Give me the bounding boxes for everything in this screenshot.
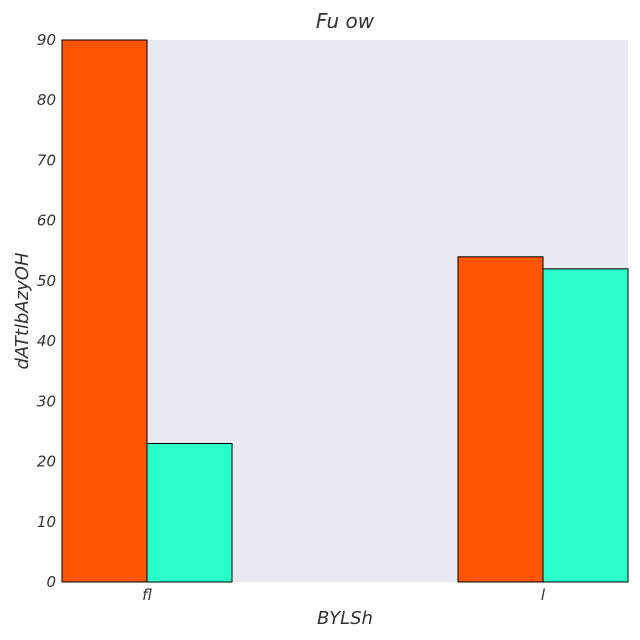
y-tick-label: 90 <box>37 31 56 49</box>
y-tick-label: 40 <box>37 332 56 350</box>
bar-series-1-l <box>457 256 544 583</box>
bar-series-1-fl <box>61 39 148 583</box>
y-axis-label: dATtlbAzyOH <box>12 252 33 369</box>
y-tick-label: 10 <box>37 513 56 531</box>
y-tick-label: 60 <box>37 212 56 230</box>
bars-group <box>61 39 629 583</box>
x-axis-label: BYLSh <box>317 608 373 629</box>
y-tick-label: 20 <box>37 453 56 471</box>
y-tick-label: 30 <box>37 392 56 410</box>
x-tick-label: l <box>541 586 546 604</box>
x-ticks-group: fl l <box>142 586 546 604</box>
x-tick-label: fl <box>142 586 152 604</box>
bar-series-2-l <box>542 268 629 583</box>
y-tick-label: 50 <box>37 272 56 290</box>
chart-title: Fu ow <box>316 9 375 33</box>
bar-series-2-fl <box>146 442 233 583</box>
y-tick-label: 70 <box>37 151 56 169</box>
y-ticks-group: 0 10 20 30 40 50 60 70 80 90 <box>37 31 56 591</box>
y-tick-label: 0 <box>46 573 56 591</box>
y-tick-label: 80 <box>37 91 56 109</box>
